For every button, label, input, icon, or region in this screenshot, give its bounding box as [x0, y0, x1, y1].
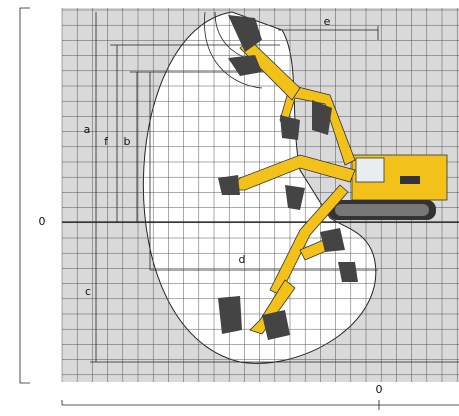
- dimension-label: e: [324, 15, 331, 28]
- bucket: [218, 296, 242, 334]
- bucket: [280, 115, 300, 140]
- bucket: [262, 310, 290, 340]
- track-inner: [335, 204, 429, 216]
- logo: [400, 176, 420, 184]
- arm: [249, 279, 296, 335]
- bucket: [228, 15, 262, 52]
- left-bracket: [19, 7, 30, 384]
- bucket: [320, 228, 345, 252]
- bucket: [228, 55, 262, 76]
- origin-label: 0: [39, 215, 46, 228]
- bucket: [285, 185, 305, 210]
- dimension-label: d: [239, 253, 246, 266]
- dimension-label: c: [85, 285, 91, 298]
- bucket: [218, 175, 240, 195]
- bucket: [312, 100, 332, 135]
- bucket: [338, 262, 358, 282]
- dimension-label: a: [84, 123, 91, 136]
- cab: [355, 157, 385, 183]
- origin-label: 0: [376, 383, 383, 396]
- dimension-label: f: [104, 135, 109, 148]
- excavator: [218, 15, 448, 340]
- dimension-label: b: [124, 135, 131, 148]
